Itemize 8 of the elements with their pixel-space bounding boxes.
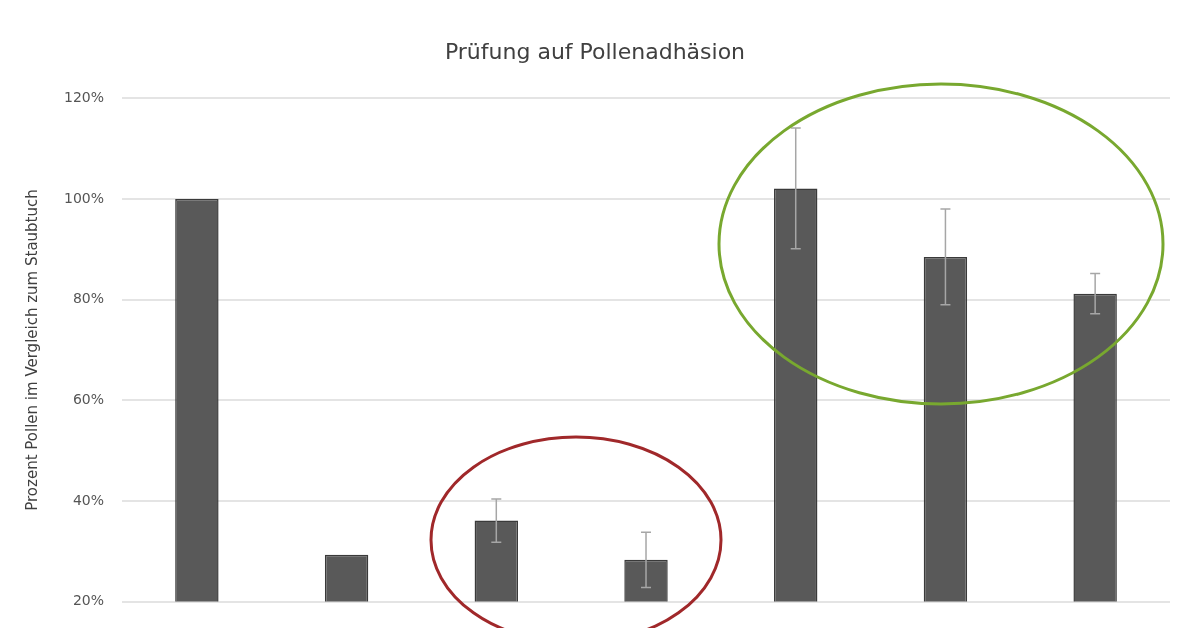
chart-title: Prüfung auf Pollenadhäsion	[444, 38, 746, 64]
y-axis-title: Prozent Pollen im Vergleich zum Staubtuch	[22, 189, 41, 511]
y-tick-label: 80%	[72, 290, 105, 307]
y-tick-label: 60%	[72, 390, 105, 407]
y-tick-label: 120%	[63, 89, 105, 106]
y-tick-label: 20%	[72, 592, 105, 609]
y-tick-label: 40%	[72, 491, 105, 508]
y-tick-label: 100%	[63, 189, 105, 206]
